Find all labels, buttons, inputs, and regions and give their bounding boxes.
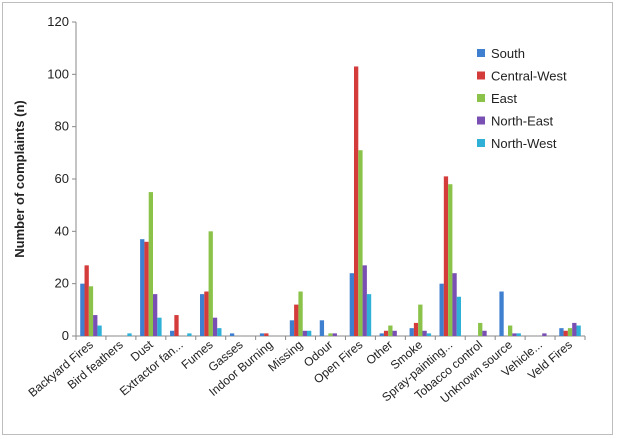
- bar-central-west-12: [413, 322, 419, 336]
- bar-east-9: [328, 333, 333, 336]
- y-tick-label: 120: [47, 14, 69, 29]
- bar-north-east-5: [212, 317, 218, 336]
- bar-central-west-11: [383, 330, 389, 336]
- legend-swatch: [477, 94, 485, 102]
- bar-north-east-12: [422, 330, 427, 336]
- bar-central-west-1: [84, 265, 89, 336]
- bar-east-14: [478, 322, 483, 336]
- legend-label: North-East: [491, 114, 554, 129]
- bar-north-east-1: [93, 315, 98, 336]
- bar-central-west-8: [294, 304, 299, 336]
- bar-central-west-4: [174, 315, 179, 336]
- legend-swatch: [477, 49, 485, 57]
- bar-east-17: [567, 328, 573, 336]
- bar-north-east-8: [302, 330, 308, 336]
- bar-central-west-3: [144, 241, 149, 336]
- legend-swatch: [477, 116, 485, 125]
- bar-central-west-13: [443, 176, 449, 336]
- bar-north-west-10: [366, 294, 372, 336]
- bar-east-12: [418, 304, 423, 336]
- bar-north-east-11: [392, 330, 397, 336]
- y-tick-label: 60: [55, 171, 69, 186]
- bar-east-8: [298, 291, 303, 336]
- chart-frame: [2, 2, 613, 435]
- y-tick-label: 40: [55, 223, 69, 238]
- bar-north-west-1: [97, 325, 102, 336]
- bar-central-west-7: [264, 333, 269, 336]
- bar-north-east-16: [542, 333, 547, 336]
- bar-east-1: [88, 286, 94, 336]
- bar-central-west-5: [204, 291, 209, 336]
- bar-south-7: [259, 333, 265, 336]
- bar-south-5: [199, 294, 205, 336]
- bar-south-15: [499, 291, 504, 336]
- y-tick-label: 100: [47, 66, 69, 81]
- bar-south-13: [439, 283, 444, 336]
- bar-east-3: [148, 192, 153, 336]
- legend-swatch: [477, 71, 485, 80]
- bar-east-15: [508, 325, 513, 336]
- bar-north-east-9: [332, 333, 337, 336]
- bar-east-5: [208, 231, 213, 336]
- bar-south-1: [80, 283, 85, 336]
- bar-north-west-15: [516, 333, 521, 336]
- bar-north-west-4: [187, 333, 192, 336]
- bar-north-west-13: [456, 296, 462, 336]
- bars: [80, 66, 581, 336]
- legend-label: Central-West: [491, 69, 567, 84]
- y-axis-title: Number of complaints (n): [12, 100, 27, 257]
- bar-south-10: [349, 273, 354, 336]
- bar-south-17: [559, 328, 564, 336]
- y-tick-label: 80: [55, 119, 69, 134]
- bar-south-9: [319, 320, 325, 336]
- bar-east-10: [358, 150, 363, 336]
- x-category-label: Missing: [265, 338, 305, 375]
- y-tick-label: 0: [62, 328, 69, 343]
- legend-swatch: [477, 139, 485, 147]
- bar-north-east-13: [452, 273, 457, 336]
- bar-north-west-12: [426, 333, 432, 336]
- bar-north-west-8: [307, 330, 312, 336]
- bar-north-west-17: [576, 325, 581, 336]
- bar-south-4: [170, 330, 175, 336]
- bar-east-13: [448, 184, 453, 336]
- bar-north-west-2: [127, 333, 132, 336]
- legend-label: East: [491, 91, 517, 106]
- bar-north-east-17: [572, 322, 577, 336]
- bar-north-east-14: [482, 330, 487, 336]
- bar-north-east-15: [512, 333, 517, 336]
- bar-south-11: [379, 333, 384, 336]
- bar-south-8: [289, 320, 295, 336]
- bar-south-3: [140, 239, 145, 336]
- bar-central-west-10: [353, 66, 359, 336]
- y-tick-label: 20: [55, 276, 69, 291]
- bar-north-west-3: [157, 317, 162, 336]
- bar-north-east-10: [362, 265, 367, 336]
- legend-label: North-West: [491, 136, 557, 151]
- bar-north-east-3: [153, 294, 158, 336]
- bar-north-west-5: [217, 328, 222, 336]
- bar-south-6: [229, 333, 235, 336]
- legend: South Central-West East North-East North-Wes…: [477, 46, 567, 151]
- bar-east-11: [388, 325, 393, 336]
- bar-central-west-17: [563, 330, 568, 336]
- legend-label: South: [491, 46, 525, 61]
- bar-south-12: [409, 328, 414, 336]
